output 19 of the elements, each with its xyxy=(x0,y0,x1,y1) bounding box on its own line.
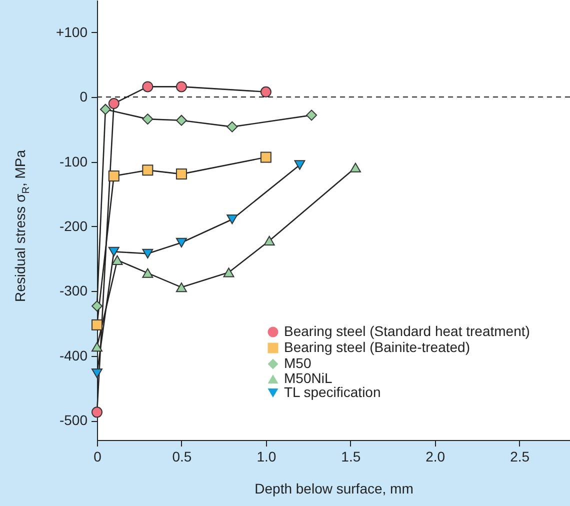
y-tick-label: -200 xyxy=(59,218,88,234)
x-tick-label: 1.0 xyxy=(256,448,276,464)
y-tick-label: -100 xyxy=(59,153,88,170)
x-tick-label: 0 xyxy=(94,448,102,464)
y-tick-label: +100 xyxy=(56,24,88,40)
x-tick-label: 2.5 xyxy=(510,448,530,464)
x-tick-label: 0.5 xyxy=(172,448,192,464)
legend-label: TL specification xyxy=(284,384,381,400)
legend-label: M50 xyxy=(284,355,312,371)
x-tick-label: 1.5 xyxy=(341,448,361,464)
x-tick-label: 2.0 xyxy=(426,448,446,464)
legend-label: M50NiL xyxy=(284,370,332,386)
legend-label: Bearing steel (Standard heat treatment) xyxy=(284,323,530,339)
y-tick-label: -300 xyxy=(59,282,88,299)
legend-label: Bearing steel (Bainite-treated) xyxy=(284,339,470,355)
y-tick-label: -400 xyxy=(59,347,88,364)
y-tick-label: -500 xyxy=(59,412,88,428)
x-axis-title: Depth below surface, mm xyxy=(254,480,414,496)
y-tick-label: 0 xyxy=(80,88,88,105)
